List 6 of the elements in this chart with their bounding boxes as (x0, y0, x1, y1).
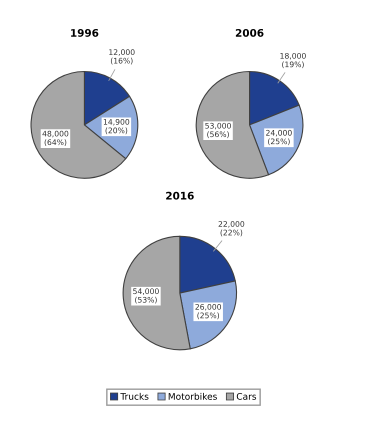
legend-label: Cars (236, 392, 256, 400)
chart-title: 2006 (236, 28, 264, 37)
chart-title: 1996 (71, 28, 98, 37)
legend-label: Motorbikes (168, 392, 217, 400)
chart-title: 2016 (166, 192, 194, 200)
legend-label: Trucks (120, 392, 148, 400)
